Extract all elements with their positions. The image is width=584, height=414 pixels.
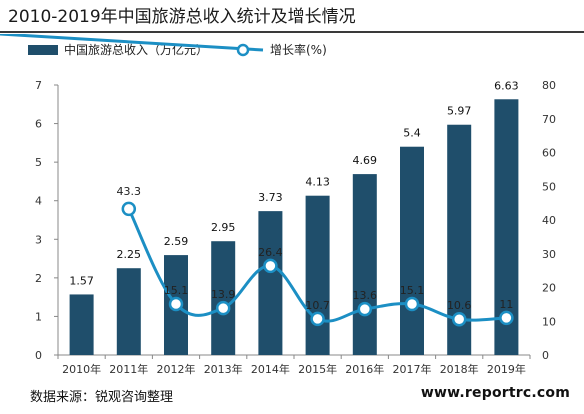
bar-data-label: 4.69	[353, 154, 378, 167]
legend-bar-swatch	[28, 45, 58, 55]
x-axis-tick-label: 2017年	[393, 362, 432, 376]
bar-data-label: 4.13	[305, 176, 330, 189]
right-axis-tick-label: 60	[542, 147, 556, 160]
bar-data-label: 2.25	[117, 248, 142, 261]
left-axis-tick-label: 6	[35, 118, 42, 131]
bar	[305, 195, 330, 355]
right-axis-tick-label: 80	[542, 79, 556, 92]
bar-data-label: 6.63	[494, 79, 519, 92]
legend-line-label: 增长率(%)	[270, 42, 327, 57]
bar-data-label: 5.4	[403, 127, 421, 140]
revenue-growth-chart: 中国旅游总收入（万亿元） 增长率(%) 01234567010203040506…	[0, 34, 556, 376]
chart-title: 2010-2019年中国旅游总收入统计及增长情况	[8, 7, 356, 27]
growth-rate-data-label: 10.6	[447, 299, 472, 312]
legend-line-marker	[236, 43, 250, 57]
bar-data-label: 2.95	[211, 221, 236, 234]
right-axis-tick-label: 50	[542, 180, 556, 193]
title-divider	[0, 31, 584, 33]
growth-rate-data-label: 15.1	[164, 284, 189, 297]
bar	[352, 174, 377, 355]
bar	[69, 294, 94, 355]
bar-data-label: 1.57	[69, 274, 94, 287]
right-axis-tick-label: 30	[542, 248, 556, 261]
left-axis-tick-label: 3	[35, 233, 42, 246]
right-axis-tick-label: 20	[542, 282, 556, 295]
legend: 中国旅游总收入（万亿元） 增长率(%)	[0, 34, 327, 57]
right-axis-tick-label: 70	[542, 113, 556, 126]
left-axis-tick-label: 1	[35, 310, 42, 323]
x-axis-tick-label: 2010年	[62, 362, 101, 376]
growth-rate-point	[263, 258, 278, 274]
growth-rate-data-label: 15.1	[400, 284, 425, 297]
growth-rate-point	[499, 310, 514, 326]
website-watermark: www.reportrc.com	[420, 385, 570, 401]
bar-series	[69, 99, 519, 356]
growth-rate-point	[310, 311, 325, 327]
right-axis-tick-label: 40	[542, 214, 556, 227]
x-axis-tick-label: 2016年	[345, 362, 384, 376]
bar	[258, 211, 283, 355]
growth-rate-data-label: 13.9	[211, 288, 236, 301]
x-axis-tick-label: 2013年	[204, 362, 243, 376]
growth-rate-point	[451, 311, 467, 327]
right-axis-tick-label: 10	[542, 315, 556, 328]
right-axis-tick-label: 0	[542, 349, 549, 362]
bar	[211, 241, 236, 355]
x-axis-tick-label: 2015年	[298, 362, 337, 376]
left-axis-tick-label: 4	[35, 195, 42, 208]
bar	[116, 268, 141, 355]
growth-rate-data-labels: 43.3 15.1 13.9 26.4 10.7 13.6 15.1 10.6 11	[117, 185, 514, 312]
left-axis-tick-label: 5	[35, 156, 42, 169]
growth-rate-point	[357, 301, 373, 317]
growth-rate-point	[168, 296, 184, 312]
left-axis-tick-label: 7	[35, 79, 42, 92]
bar-data-label: 5.97	[447, 105, 472, 118]
bar	[400, 146, 424, 355]
growth-rate-point	[404, 296, 420, 312]
x-axis-tick-label: 2011年	[109, 362, 148, 376]
x-axis-tick-label: 2014年	[251, 362, 290, 376]
x-axis-tick-label: 2018年	[440, 362, 479, 376]
growth-rate-data-label: 10.7	[305, 299, 330, 312]
x-axis-tick-label: 2019年	[487, 362, 526, 376]
x-axis-tick-label: 2012年	[157, 362, 196, 376]
data-source-note: 数据来源：锐观咨询整理	[30, 390, 174, 405]
left-axis-tick-label: 2	[35, 272, 42, 285]
growth-rate-data-label: 11	[499, 298, 513, 311]
bar-data-labels: 1.57 2.25 2.59 2.95 3.73 4.13 4.69 5.4 5.97 6.63	[69, 79, 518, 287]
bar-data-label: 3.73	[258, 191, 283, 204]
growth-rate-data-label: 43.3	[117, 185, 142, 198]
left-axis-tick-label: 0	[35, 349, 42, 362]
growth-rate-data-label: 13.6	[353, 289, 378, 302]
legend-line-swatch	[0, 34, 264, 52]
growth-rate-series	[121, 201, 514, 327]
growth-rate-point	[215, 300, 231, 316]
bar-data-label: 2.59	[164, 235, 189, 248]
growth-rate-data-label: 26.4	[258, 246, 283, 259]
growth-rate-point	[121, 201, 137, 217]
